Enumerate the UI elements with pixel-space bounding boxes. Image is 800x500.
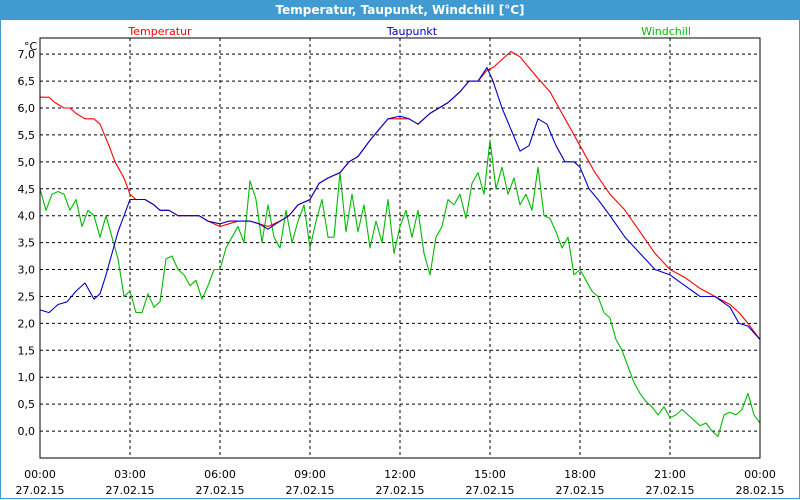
x-tick-time: 09:00 bbox=[294, 468, 326, 481]
x-tick-time: 21:00 bbox=[654, 468, 686, 481]
y-tick-label: 3,0 bbox=[18, 264, 36, 277]
y-tick-label: 5,5 bbox=[18, 129, 36, 142]
series-lines bbox=[39, 50, 761, 438]
x-tick-date: 27.02.15 bbox=[286, 484, 335, 497]
y-tick-label: 4,5 bbox=[18, 183, 36, 196]
y-tick-label: 1,5 bbox=[18, 344, 36, 357]
grid-lines bbox=[40, 38, 760, 458]
y-tick-label: 6,5 bbox=[18, 75, 36, 88]
y-axis-unit: °C bbox=[24, 40, 38, 53]
x-tick-date: 28.02.15 bbox=[736, 484, 785, 497]
x-tick-time: 15:00 bbox=[474, 468, 506, 481]
x-tick-time: 03:00 bbox=[114, 468, 146, 481]
y-tick-label: 3,5 bbox=[18, 237, 36, 250]
x-tick-date: 27.02.15 bbox=[16, 484, 65, 497]
plot-border bbox=[39, 37, 761, 459]
legend-label-temperatur: Temperatur bbox=[127, 25, 192, 38]
x-tick-time: 00:00 bbox=[24, 468, 56, 481]
x-tick-time: 00:00 bbox=[744, 468, 776, 481]
y-tick-label: 6,0 bbox=[18, 102, 36, 115]
x-tick-time: 18:00 bbox=[564, 468, 596, 481]
y-tick-label: 2,5 bbox=[18, 290, 36, 303]
y-tick-label: 4,0 bbox=[18, 210, 36, 223]
y-tick-label: 2,0 bbox=[18, 317, 36, 330]
x-tick-date: 27.02.15 bbox=[196, 484, 245, 497]
y-tick-label: 1,0 bbox=[18, 371, 36, 384]
x-tick-date: 27.02.15 bbox=[376, 484, 425, 497]
y-axis-ticks: 7,0 6,5 6,0 5,5 5,0 4,5 4,0 3,5 3,0 2,5 2,0 1,5 1,0 0… bbox=[18, 48, 36, 438]
x-tick-time: 12:00 bbox=[384, 468, 416, 481]
x-axis-ticks: 00:00 27.02.15 03:00 27.02.15 06:00 27.02.15 0… bbox=[16, 468, 785, 497]
y-tick-label: 7,0 bbox=[18, 48, 36, 61]
x-tick-date: 27.02.15 bbox=[556, 484, 605, 497]
window-title: Temperatur, Taupunkt, Windchill [°C] bbox=[0, 0, 800, 20]
legend-label-taupunkt: Taupunkt bbox=[386, 25, 438, 38]
series-line-windchill bbox=[39, 139, 761, 438]
x-tick-date: 27.02.15 bbox=[106, 484, 155, 497]
y-tick-label: 0,0 bbox=[18, 425, 36, 438]
x-tick-time: 06:00 bbox=[204, 468, 236, 481]
x-tick-date: 27.02.15 bbox=[466, 484, 515, 497]
x-tick-date: 27.02.15 bbox=[646, 484, 695, 497]
legend: Temperatur Taupunkt Windchill bbox=[127, 25, 691, 38]
series-line-taupunkt bbox=[39, 67, 761, 340]
y-tick-label: 0,5 bbox=[18, 398, 36, 411]
y-tick-label: 5,0 bbox=[18, 156, 36, 169]
legend-label-windchill: Windchill bbox=[641, 25, 691, 38]
